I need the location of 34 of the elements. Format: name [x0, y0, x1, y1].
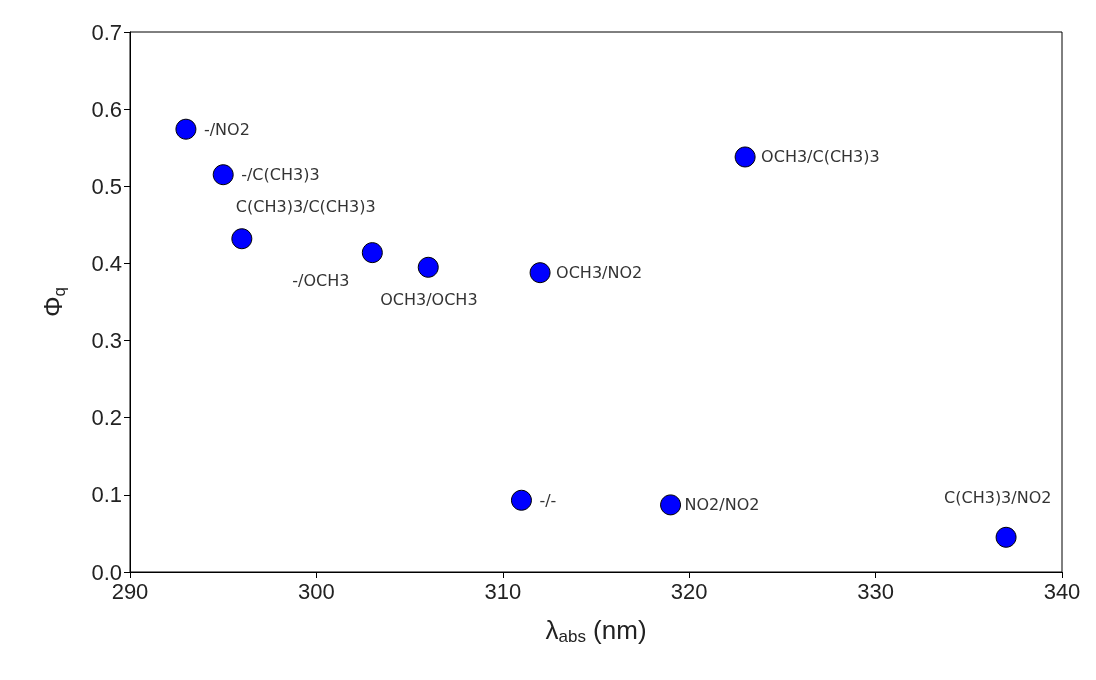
- y-axis-title: Φq: [37, 286, 69, 318]
- point: [734, 146, 756, 168]
- point: [361, 242, 383, 264]
- annotation: -/-: [539, 490, 557, 510]
- x-tick-label: 330: [857, 578, 894, 604]
- point: [231, 228, 253, 250]
- point: [510, 489, 532, 511]
- point: [417, 256, 439, 278]
- x-tick-label: 340: [1043, 578, 1081, 604]
- y-tick-label: 0.7: [91, 19, 122, 45]
- x-tick-label: 320: [670, 578, 708, 604]
- y-tick-label: 0.5: [91, 173, 122, 199]
- annotation: -/OCH3: [292, 271, 350, 291]
- annotation: OCH3/OCH3: [380, 289, 478, 309]
- annotation: NO2/NO2: [684, 495, 760, 515]
- y-tick-label: 0.4: [91, 250, 122, 276]
- annotation: -/NO2: [203, 119, 250, 139]
- point: [212, 164, 234, 186]
- annotation: C(CH3)3/C(CH3)3: [235, 197, 376, 217]
- x-tick-label: 310: [484, 578, 522, 604]
- y-tick-label: 0.2: [91, 405, 122, 431]
- point: [529, 262, 551, 284]
- point: [660, 494, 682, 516]
- annotation: C(CH3)3/NO2: [944, 487, 1052, 507]
- annotation: -/C(CH3)3: [241, 165, 320, 185]
- annotation: OCH3/NO2: [556, 263, 643, 283]
- x-tick-label: 300: [298, 578, 335, 604]
- y-tick-label: 0.0: [91, 559, 122, 585]
- point: [995, 526, 1017, 548]
- point: [175, 118, 197, 140]
- y-tick-label: 0.1: [91, 482, 122, 508]
- y-tick-label: 0.6: [91, 96, 122, 122]
- y-tick-label: 0.3: [91, 328, 122, 354]
- annotation: OCH3/C(CH3)3: [761, 147, 880, 167]
